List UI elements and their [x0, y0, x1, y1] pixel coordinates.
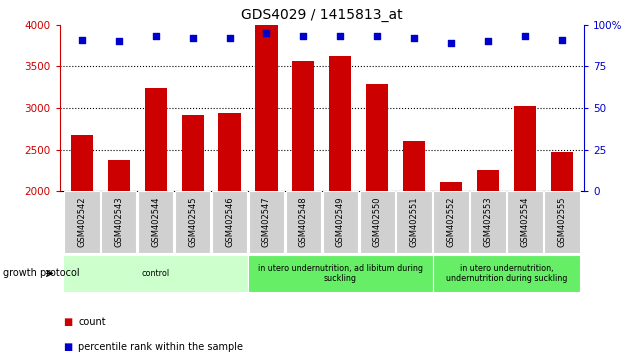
Bar [544, 191, 580, 253]
Text: GSM402546: GSM402546 [225, 197, 234, 247]
Bar [477, 170, 499, 191]
Point [446, 40, 456, 46]
Text: GSM402555: GSM402555 [558, 197, 566, 247]
Point [188, 35, 198, 41]
Text: GSM402544: GSM402544 [151, 197, 160, 247]
Text: ■: ■ [63, 317, 72, 327]
Text: ■: ■ [63, 342, 72, 352]
Bar [63, 255, 248, 292]
Text: GSM402551: GSM402551 [409, 197, 419, 247]
Bar [396, 191, 432, 253]
Bar [64, 191, 100, 253]
Point [335, 34, 345, 39]
Bar [286, 191, 321, 253]
Bar [433, 255, 580, 292]
Bar [249, 191, 284, 253]
Text: GSM402547: GSM402547 [262, 197, 271, 247]
Text: count: count [78, 317, 106, 327]
Bar [470, 191, 506, 253]
Bar [144, 88, 167, 191]
Text: growth protocol: growth protocol [3, 268, 80, 279]
Text: GSM402545: GSM402545 [188, 197, 197, 247]
Text: in utero undernutrition,
undernutrition during suckling: in utero undernutrition, undernutrition … [446, 264, 567, 283]
Point [520, 34, 530, 39]
Text: GSM402548: GSM402548 [299, 197, 308, 247]
Bar [175, 191, 210, 253]
Point [224, 35, 234, 41]
Bar [440, 182, 462, 191]
Bar [507, 191, 543, 253]
Point [298, 34, 308, 39]
Text: GSM402553: GSM402553 [484, 197, 492, 247]
Bar [323, 191, 358, 253]
Bar [219, 113, 241, 191]
Text: GSM402550: GSM402550 [373, 197, 382, 247]
Bar [101, 191, 136, 253]
Point [557, 37, 567, 42]
Bar [366, 84, 388, 191]
Bar [359, 191, 395, 253]
Bar [212, 191, 247, 253]
Bar [292, 61, 315, 191]
Text: GSM402542: GSM402542 [77, 197, 86, 247]
Bar [433, 191, 469, 253]
Bar [514, 106, 536, 191]
Bar [107, 160, 130, 191]
Bar [551, 152, 573, 191]
Bar [403, 141, 425, 191]
Text: control: control [141, 269, 170, 278]
Text: GSM402543: GSM402543 [114, 197, 123, 247]
Bar [256, 25, 278, 191]
Bar [138, 191, 173, 253]
Text: GSM402554: GSM402554 [521, 197, 529, 247]
Point [77, 37, 87, 42]
Bar [329, 56, 352, 191]
Point [151, 34, 161, 39]
Text: GSM402552: GSM402552 [447, 197, 455, 247]
Text: percentile rank within the sample: percentile rank within the sample [78, 342, 244, 352]
Bar [181, 115, 203, 191]
Text: in utero undernutrition, ad libitum during
suckling: in utero undernutrition, ad libitum duri… [258, 264, 423, 283]
Point [114, 39, 124, 44]
Title: GDS4029 / 1415813_at: GDS4029 / 1415813_at [241, 8, 403, 22]
Point [372, 34, 382, 39]
Point [409, 35, 420, 41]
Point [261, 30, 271, 36]
Bar [71, 136, 93, 191]
Point [483, 39, 493, 44]
Bar [248, 255, 433, 292]
Text: GSM402549: GSM402549 [336, 197, 345, 247]
